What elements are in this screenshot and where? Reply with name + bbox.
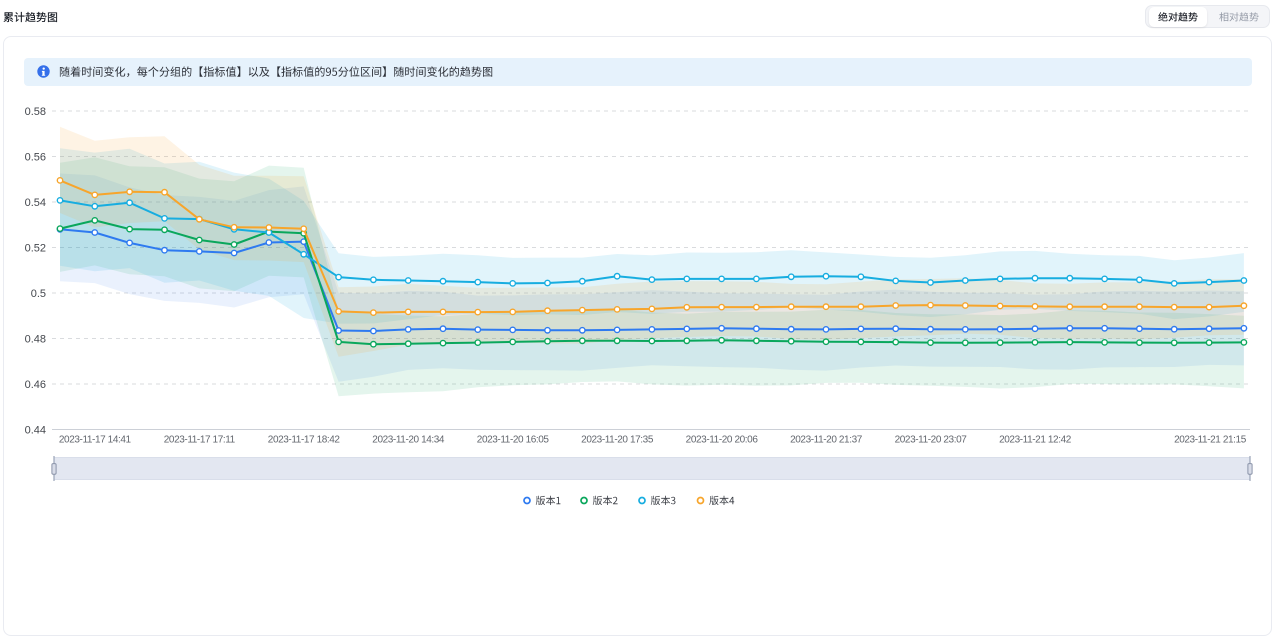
svg-text:0.54: 0.54 <box>25 197 46 209</box>
svg-text:0.48: 0.48 <box>25 333 46 345</box>
svg-text:2023-11-21 21:15: 2023-11-21 21:15 <box>1174 435 1247 446</box>
svg-text:2023-11-20 20:06: 2023-11-20 20:06 <box>686 435 759 446</box>
svg-text:2023-11-17 14:41: 2023-11-17 14:41 <box>59 435 132 446</box>
svg-text:2023-11-20 23:07: 2023-11-20 23:07 <box>895 435 968 446</box>
svg-text:2023-11-20 17:35: 2023-11-20 17:35 <box>581 435 654 446</box>
svg-text:2023-11-17 17:11: 2023-11-17 17:11 <box>164 435 236 446</box>
svg-text:0.5: 0.5 <box>31 288 46 300</box>
svg-text:0.44: 0.44 <box>25 424 46 436</box>
svg-text:2023-11-20 21:37: 2023-11-20 21:37 <box>790 435 863 446</box>
svg-text:0.52: 0.52 <box>25 242 46 254</box>
svg-text:2023-11-20 14:34: 2023-11-20 14:34 <box>372 435 445 446</box>
svg-text:0.46: 0.46 <box>25 379 46 391</box>
svg-text:0.58: 0.58 <box>25 106 46 118</box>
svg-text:2023-11-20 16:05: 2023-11-20 16:05 <box>477 435 550 446</box>
svg-text:0.56: 0.56 <box>25 151 46 163</box>
svg-text:2023-11-21 12:42: 2023-11-21 12:42 <box>999 435 1072 446</box>
svg-text:2023-11-17 18:42: 2023-11-17 18:42 <box>268 435 341 446</box>
